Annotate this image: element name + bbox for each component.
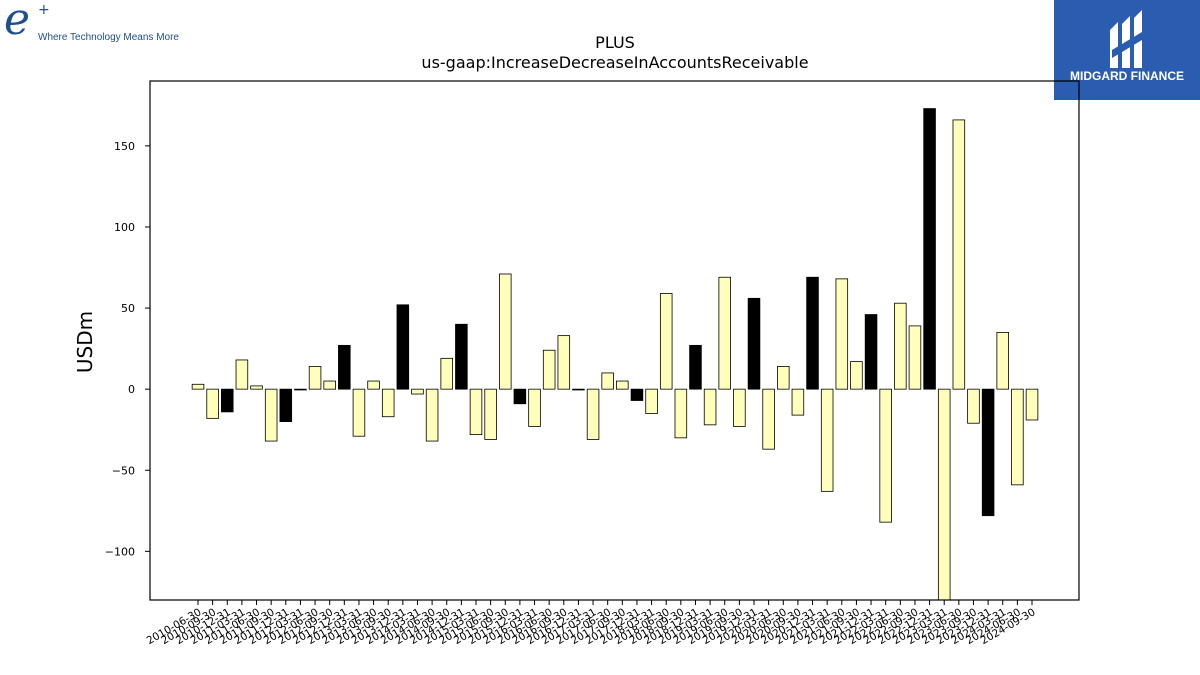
bar-2014-09-30	[440, 357, 453, 390]
bar-2013-09-30	[381, 388, 395, 418]
bar-2019-12-31	[747, 297, 761, 390]
company-logo-left: e + Where Technology Means More	[4, 0, 194, 50]
bar-2018-12-31	[689, 344, 702, 390]
bar-2013-03-31	[352, 388, 366, 437]
bar-2014-06-30	[425, 388, 439, 442]
bar-2019-03-31	[703, 388, 717, 426]
bar-2011-09-30	[264, 388, 278, 442]
bar-2020-12-31	[806, 276, 819, 390]
bars-layer	[191, 108, 1039, 601]
bar-2024-03-31	[996, 331, 1009, 390]
bar-2012-09-30	[323, 380, 336, 390]
bar-2012-12-31	[338, 344, 351, 390]
y-tick-label: 150	[114, 140, 135, 153]
logo-e-glyph: e	[4, 0, 31, 45]
midgard-brand-text: MIDGARD FINANCE	[1070, 69, 1184, 83]
logo-plus-glyph: +	[38, 2, 50, 18]
bar-2017-09-30	[616, 380, 629, 390]
bar-2018-09-30	[674, 388, 688, 439]
bar-2019-09-30	[733, 388, 746, 427]
bar-2022-09-30	[908, 325, 922, 390]
bar-2010-12-31	[221, 388, 234, 413]
bar-2014-03-31	[411, 388, 424, 395]
bar-2015-09-30	[499, 273, 512, 390]
bar-2013-06-30	[367, 380, 380, 390]
bar-2018-03-31	[645, 388, 658, 414]
bar-2022-03-31	[879, 388, 892, 523]
bar-2021-06-30	[835, 278, 849, 390]
y-tick-label: −50	[112, 464, 135, 477]
bar-2017-03-31	[586, 388, 600, 440]
bar-2016-06-30	[542, 349, 556, 390]
bar-2015-03-31	[469, 388, 483, 435]
bar-2023-03-31	[937, 388, 951, 601]
bar-2023-09-30	[967, 388, 980, 424]
bar-2012-06-30	[308, 366, 322, 390]
bar-2024-06-30	[1011, 388, 1024, 486]
y-tick-label: 50	[121, 302, 135, 315]
y-tick-label: 0	[128, 383, 135, 396]
bar-2015-12-31	[513, 388, 527, 405]
bar-2024-09-30	[1025, 388, 1039, 421]
bar-2021-09-30	[850, 361, 863, 390]
bar-2016-03-31	[528, 388, 541, 427]
y-ticks: −100 −50 0 50 100 150	[105, 140, 150, 558]
bar-2022-06-30	[894, 302, 907, 390]
bar-2020-03-31	[762, 388, 775, 450]
midgard-mark-icon	[1110, 10, 1142, 68]
logo-tagline: Where Technology Means More	[38, 32, 179, 43]
chart-subtitle: us-gaap:IncreaseDecreaseInAccountsReceiv…	[421, 53, 808, 72]
bar-2013-12-31	[396, 304, 410, 390]
bar-2022-12-31	[923, 108, 936, 390]
y-axis-label: USDm	[73, 311, 97, 373]
bar-2017-12-31	[630, 388, 644, 401]
bar-2020-06-30	[777, 366, 790, 390]
bar-2021-12-31	[864, 314, 878, 390]
bar-2015-06-30	[484, 388, 497, 440]
bar-2020-09-30	[791, 388, 805, 416]
y-tick-label: −100	[105, 545, 135, 558]
bar-2014-12-31	[455, 323, 468, 390]
bar-2018-06-30	[659, 293, 673, 390]
bar-2017-06-30	[601, 372, 614, 390]
chart-title: PLUS	[595, 33, 635, 52]
bar-2010-09-30	[206, 388, 219, 419]
bar-2011-12-31	[279, 388, 293, 423]
bar-2016-12-31	[572, 388, 585, 391]
bar-2011-03-31	[235, 359, 249, 390]
plot-frame	[149, 80, 1080, 601]
bar-2021-03-31	[820, 388, 834, 492]
x-ticks: 2010-06-302010-09-302010-12-312011-03-31…	[145, 600, 1038, 647]
y-tick-label: 100	[114, 221, 135, 234]
bar-2012-03-31	[294, 388, 307, 391]
bar-2023-06-30	[952, 119, 966, 390]
bar-2019-06-30	[718, 276, 731, 390]
bar-2011-06-30	[250, 385, 263, 390]
bar-2023-12-31	[981, 388, 995, 517]
midgard-finance-logo: MIDGARD FINANCE	[1054, 0, 1200, 100]
bar-2016-09-30	[557, 335, 571, 390]
bar-2010-06-30	[191, 383, 205, 390]
